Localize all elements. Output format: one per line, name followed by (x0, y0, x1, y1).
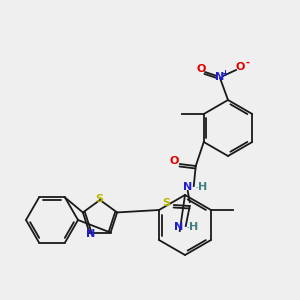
Text: O: O (235, 62, 245, 72)
Text: -: - (245, 58, 249, 68)
Text: N: N (215, 72, 225, 82)
Text: S: S (95, 194, 103, 204)
Text: N: N (183, 182, 192, 192)
Text: N: N (174, 222, 183, 232)
Text: H: H (198, 182, 207, 192)
Text: O: O (196, 64, 206, 74)
Text: -: - (196, 184, 198, 190)
Text: +: + (221, 68, 229, 77)
Text: -: - (187, 224, 189, 230)
Text: H: H (189, 222, 198, 232)
Text: N: N (86, 229, 95, 238)
Text: O: O (169, 156, 178, 166)
Text: S: S (162, 198, 170, 208)
